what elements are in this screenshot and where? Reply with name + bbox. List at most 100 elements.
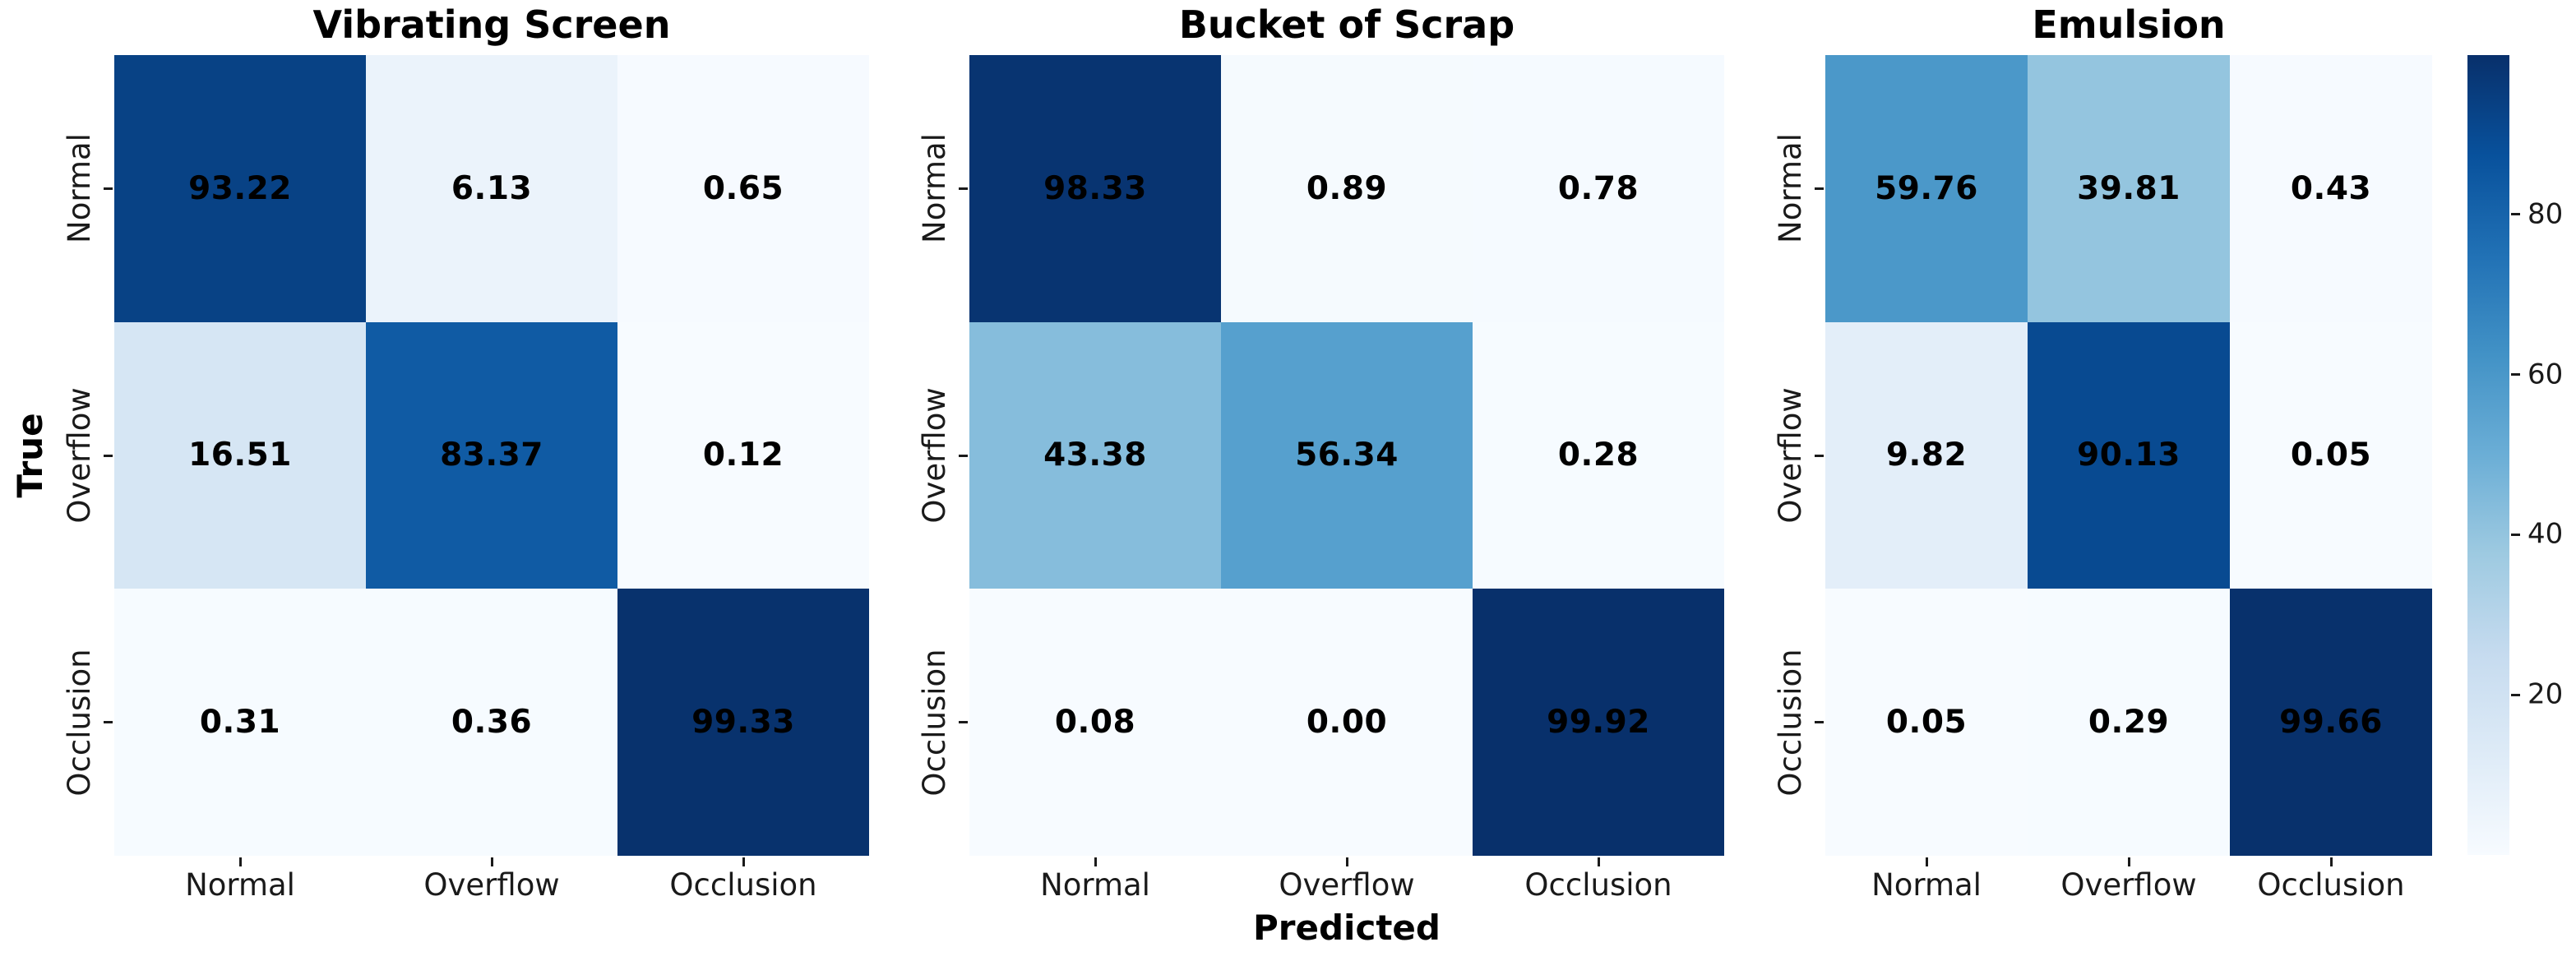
heatmap-cell: 9.82 [1825, 321, 2028, 589]
cell-value: 0.08 [1054, 704, 1136, 742]
y-axis-label: True [10, 413, 50, 498]
cell-value: 0.05 [2290, 437, 2372, 474]
x-tick-mark [1345, 857, 1348, 866]
cell-value: 0.00 [1306, 704, 1388, 742]
panel-title: Emulsion [2032, 2, 2226, 47]
x-tick-mark [1925, 857, 1928, 866]
cell-value: 0.29 [2088, 704, 2170, 742]
heatmap-cell: 98.33 [969, 55, 1221, 322]
cell-value: 83.37 [440, 437, 543, 474]
x-tick-label: Occlusion [2257, 867, 2405, 903]
heatmap-cell: 0.31 [114, 589, 366, 856]
y-tick-mark [959, 454, 968, 457]
y-tick-label: Occlusion [1772, 649, 1808, 797]
x-tick-label: Overflow [2060, 867, 2197, 903]
panel-title: Vibrating Screen [312, 2, 671, 47]
heatmap-cell: 0.65 [617, 55, 869, 322]
heatmap-cell: 0.29 [2028, 589, 2230, 856]
cell-value: 39.81 [2077, 169, 2181, 207]
y-tick-label: Overflow [916, 387, 952, 524]
heatmap-cell: 0.28 [1473, 321, 1724, 589]
cell-value: 59.76 [1875, 169, 1978, 207]
y-tick-label: Overflow [61, 387, 97, 524]
cell-value: 93.22 [188, 169, 292, 207]
heatmap-cell: 16.51 [114, 321, 366, 589]
cell-value: 56.34 [1295, 437, 1399, 474]
heatmap-grid: 59.76 39.81 0.43 9.82 90.13 0.05 0.05 0.29 99.66 [1825, 55, 2432, 856]
heatmap-cell: 6.13 [366, 55, 617, 322]
x-tick-mark [2127, 857, 2130, 866]
colorbar-tick-label: 40 [2527, 518, 2564, 552]
heatmap-cell: 0.78 [1473, 55, 1724, 322]
cell-value: 0.43 [2290, 169, 2372, 207]
cell-value: 99.92 [1547, 704, 1650, 742]
x-tick-label: Overflow [1279, 867, 1415, 903]
cell-value: 9.82 [1885, 437, 1968, 474]
cell-value: 6.13 [451, 169, 533, 207]
heatmap-cell: 56.34 [1221, 321, 1473, 589]
y-tick-mark [104, 187, 113, 190]
heatmap-cell: 0.89 [1221, 55, 1473, 322]
y-tick-label: Normal [1772, 133, 1808, 244]
heatmap-cell: 0.05 [2230, 321, 2432, 589]
heatmap-cell: 59.76 [1825, 55, 2028, 322]
colorbar-tick-label: 20 [2527, 677, 2564, 711]
cell-value: 16.51 [188, 437, 292, 474]
colorbar-tick-mark [2511, 373, 2520, 377]
y-tick-mark [104, 721, 113, 724]
heatmap-cell: 0.00 [1221, 589, 1473, 856]
heatmap-cell: 0.12 [617, 321, 869, 589]
heatmap-cell: 99.33 [617, 589, 869, 856]
x-tick-mark [2329, 857, 2333, 866]
cell-value: 0.65 [702, 169, 784, 207]
cell-value: 0.89 [1306, 169, 1388, 207]
cell-value: 90.13 [2077, 437, 2181, 474]
cell-value: 0.31 [199, 704, 281, 742]
x-tick-mark [1094, 857, 1097, 866]
x-tick-label: Normal [1871, 867, 1982, 903]
heatmap-grid: 93.22 6.13 0.65 16.51 83.37 0.12 0.31 0.36 99.33 [114, 55, 869, 856]
y-tick-label: Occlusion [916, 649, 952, 797]
colorbar-tick-mark [2511, 693, 2520, 696]
x-tick-mark [1597, 857, 1600, 866]
cell-value: 0.78 [1557, 169, 1639, 207]
cell-value: 99.33 [691, 704, 795, 742]
y-tick-label: Overflow [1772, 387, 1808, 524]
colorbar-tick-label: 60 [2527, 358, 2564, 391]
y-tick-label: Normal [916, 133, 952, 244]
y-tick-mark [1815, 454, 1824, 457]
heatmap-cell: 43.38 [969, 321, 1221, 589]
x-axis-label: Predicted [1253, 908, 1441, 948]
heatmap-cell: 0.05 [1825, 589, 2028, 856]
heatmap-panel-bucket-of-scrap: Bucket of Scrap 98.33 0.89 0.78 43.38 56.34 0… [917, 2, 1724, 903]
x-tick-mark [238, 857, 242, 866]
x-tick-label: Normal [185, 867, 295, 903]
y-tick-mark [104, 454, 113, 457]
x-tick-label: Occlusion [669, 867, 817, 903]
cell-value: 99.66 [2279, 704, 2383, 742]
cell-value: 0.05 [1885, 704, 1968, 742]
y-tick-mark [959, 187, 968, 190]
y-tick-mark [1815, 187, 1824, 190]
heatmap-cell: 0.36 [366, 589, 617, 856]
colorbar-tick-label: 80 [2527, 197, 2564, 231]
cell-value: 43.38 [1043, 437, 1147, 474]
x-tick-label: Normal [1040, 867, 1150, 903]
y-tick-label: Occlusion [61, 649, 97, 797]
cell-value: 0.36 [451, 704, 533, 742]
heatmap-cell: 0.08 [969, 589, 1221, 856]
panel-title: Bucket of Scrap [1178, 2, 1515, 47]
heatmap-cell: 39.81 [2028, 55, 2230, 322]
heatmap-cell: 99.92 [1473, 589, 1724, 856]
heatmap-cell: 0.43 [2230, 55, 2432, 322]
colorbar-tick-mark [2511, 213, 2520, 216]
colorbar: 20 40 60 80 [2467, 55, 2563, 855]
x-tick-label: Occlusion [1524, 867, 1672, 903]
heatmap-grid: 98.33 0.89 0.78 43.38 56.34 0.28 0.08 0.00 99.92 [969, 55, 1724, 856]
heatmap-cell: 99.66 [2230, 589, 2432, 856]
x-tick-label: Overflow [423, 867, 560, 903]
colorbar-tick-mark [2511, 533, 2520, 536]
cell-value: 0.12 [702, 437, 784, 474]
cell-value: 98.33 [1043, 169, 1147, 207]
